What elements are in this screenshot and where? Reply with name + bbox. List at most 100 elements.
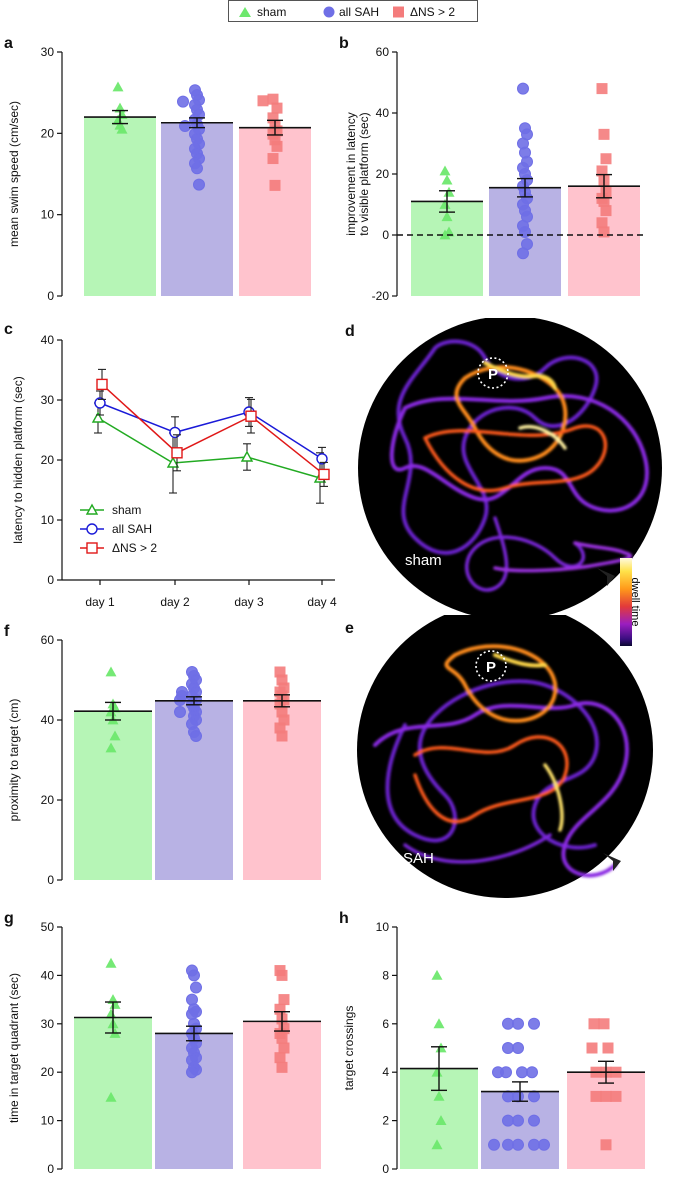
data-point-sah bbox=[169, 426, 181, 439]
data-point-sah bbox=[502, 1017, 514, 1030]
legend-sham-marker bbox=[239, 7, 251, 17]
legend-marker-ns bbox=[86, 542, 98, 554]
legend-label-ns: ΔNS > 2 bbox=[112, 541, 157, 555]
data-point-ns bbox=[600, 205, 612, 217]
bar-sham bbox=[84, 117, 156, 296]
bar-sah bbox=[481, 1091, 559, 1169]
chart-f: f 0 20 40 60 proximity to target (cm) bbox=[4, 623, 321, 887]
data-point-ns bbox=[598, 128, 610, 140]
y-tick-label-c: 40 bbox=[41, 333, 55, 347]
y-tick-label-h: 2 bbox=[382, 1114, 389, 1128]
data-point-ns bbox=[267, 128, 279, 140]
data-point-sah bbox=[512, 1138, 524, 1151]
data-point-sah bbox=[94, 397, 106, 409]
data-point-sah bbox=[519, 225, 531, 238]
data-point-ns bbox=[269, 134, 281, 146]
legend-ns-label: ΔNS > 2 bbox=[410, 5, 455, 19]
y-tick-label-h: 6 bbox=[382, 1017, 389, 1031]
data-point-sah bbox=[177, 95, 189, 108]
data-point-ns bbox=[610, 1090, 622, 1102]
data-point-sham bbox=[433, 1090, 445, 1101]
data-point-sah bbox=[174, 706, 186, 718]
data-point-sah bbox=[502, 1114, 514, 1127]
panel-letter-g: g bbox=[4, 910, 14, 927]
colorbar bbox=[620, 558, 632, 646]
series-line-sah bbox=[99, 402, 323, 460]
data-point-sah bbox=[528, 1017, 540, 1030]
series-line-sham bbox=[97, 417, 321, 479]
panel-d-label: sham bbox=[405, 552, 442, 569]
data-point-sah bbox=[186, 993, 198, 1006]
data-point-sham bbox=[439, 229, 451, 240]
chart-g: g 0 10 20 30 40 50 time in target quadrant (sec… bbox=[4, 910, 321, 1176]
swim-path-d bbox=[389, 339, 649, 592]
y-tick-label-g: 20 bbox=[41, 1065, 55, 1079]
y-tick-label-g: 40 bbox=[41, 968, 55, 982]
data-point-ns bbox=[602, 1042, 614, 1054]
data-point-sah bbox=[190, 730, 202, 742]
data-point-ns bbox=[171, 447, 183, 459]
panel-letter-h: h bbox=[339, 910, 349, 927]
data-point-ns bbox=[588, 1018, 600, 1030]
data-point-sah bbox=[186, 1008, 198, 1021]
y-tick-label-a: 10 bbox=[41, 208, 55, 222]
data-point-sham bbox=[112, 81, 124, 92]
data-point-ns bbox=[274, 698, 286, 710]
y-tick-label-g: 10 bbox=[41, 1114, 55, 1128]
y-tick-label-c: 0 bbox=[47, 573, 54, 587]
data-point-ns bbox=[600, 1139, 612, 1151]
y-tick-label-c: 10 bbox=[41, 513, 55, 527]
legend-svg: sham all SAH ΔNS > 2 bbox=[239, 5, 455, 19]
y-tick-label-f: 60 bbox=[41, 633, 55, 647]
data-point-ns bbox=[600, 186, 612, 198]
y-tick-label-h: 8 bbox=[382, 968, 389, 982]
data-point-ns bbox=[96, 378, 108, 391]
y-tick-label-h: 0 bbox=[382, 1162, 389, 1176]
y-tick-label-f: 20 bbox=[41, 793, 55, 807]
data-point-sah bbox=[502, 1090, 514, 1103]
legend-label-sah: all SAH bbox=[112, 522, 152, 536]
data-point-sham bbox=[109, 998, 121, 1009]
data-point-sah bbox=[502, 1042, 514, 1054]
data-point-ns bbox=[596, 217, 608, 229]
platform-label-d: P bbox=[488, 366, 498, 383]
data-point-ns bbox=[269, 179, 281, 191]
heatmap-panel-e: e P SAH bbox=[345, 615, 653, 898]
y-axis-label-g: time in target quadrant (sec) bbox=[7, 973, 21, 1123]
y-tick-label-f: 40 bbox=[41, 713, 55, 727]
y-tick-label-a: 20 bbox=[41, 126, 55, 140]
data-point-ns bbox=[267, 112, 279, 124]
chart-h: h 0 2 4 6 8 10 target crossings bbox=[339, 910, 645, 1176]
data-point-sah bbox=[512, 1042, 524, 1054]
data-point-ns bbox=[278, 714, 290, 726]
pool-circle-e bbox=[357, 615, 653, 898]
bar-ns bbox=[567, 1072, 645, 1169]
data-point-sah bbox=[516, 1066, 528, 1079]
data-point-sah bbox=[512, 1114, 524, 1127]
data-point-sah bbox=[190, 981, 202, 994]
data-point-sah bbox=[186, 1066, 198, 1079]
data-point-ns bbox=[274, 1003, 286, 1015]
data-point-sham bbox=[105, 1008, 117, 1019]
legend-marker-sham bbox=[85, 503, 99, 515]
chart-a: a 0 10 20 30 mean swim speed (cm/sec) bbox=[4, 35, 311, 303]
data-point-sah bbox=[528, 1090, 540, 1103]
data-point-sham bbox=[431, 1066, 443, 1077]
data-point-sham bbox=[431, 1139, 443, 1150]
start-arrow-e bbox=[603, 853, 621, 871]
x-tick-label-c: day 2 bbox=[160, 595, 190, 609]
data-point-sah bbox=[538, 1138, 550, 1151]
data-point-sham bbox=[105, 666, 117, 677]
data-point-sham bbox=[91, 411, 105, 423]
data-point-sah bbox=[526, 1066, 538, 1079]
legend-sham-label: sham bbox=[257, 5, 286, 19]
data-point-sah bbox=[176, 686, 188, 698]
panel-letter-f: f bbox=[4, 623, 10, 640]
y-axis-label-f: proximity to target (cm) bbox=[7, 699, 21, 822]
data-point-ns bbox=[267, 93, 279, 105]
swim-path-e bbox=[373, 644, 629, 878]
data-point-ns bbox=[276, 1061, 288, 1073]
panel-letter-c: c bbox=[4, 321, 13, 338]
y-tick-label-c: 30 bbox=[41, 393, 55, 407]
y-tick-label-b: 20 bbox=[376, 167, 390, 181]
